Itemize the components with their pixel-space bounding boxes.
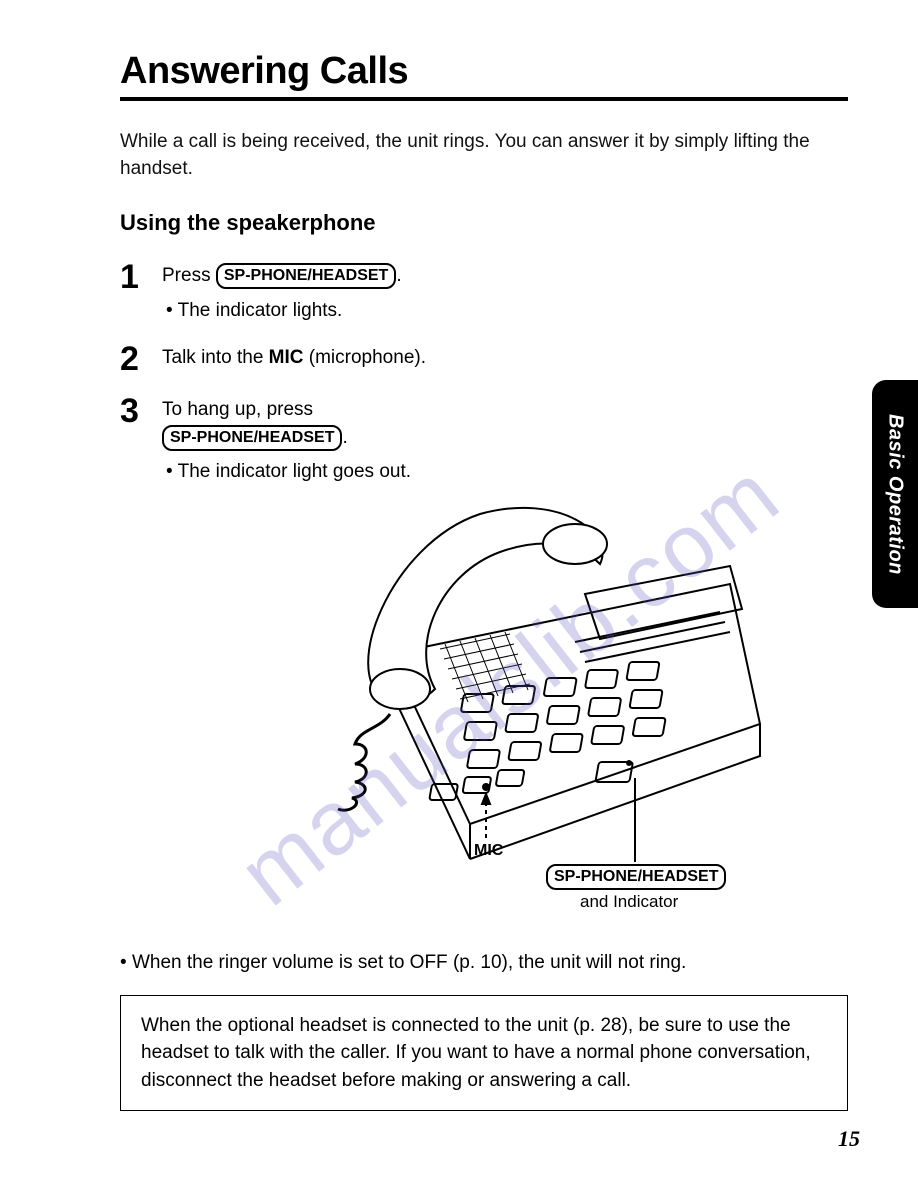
step-2-text-a: Talk into the <box>162 347 269 368</box>
step-1-text-a: Press <box>162 265 216 286</box>
figure: manualslib.com <box>80 504 848 934</box>
step-2-text-c: (microphone). <box>304 347 427 368</box>
step-2-number: 2 <box>120 342 148 376</box>
intro-paragraph: While a call is being received, the unit… <box>120 129 848 182</box>
step-1-body: Press SP-PHONE/HEADSET. The indicator li… <box>162 260 402 324</box>
step-2-body: Talk into the MIC (microphone). <box>162 342 426 372</box>
step-1: 1 Press SP-PHONE/HEADSET. The indicator … <box>120 260 848 324</box>
bottom-note: When the ringer volume is set to OFF (p.… <box>120 950 848 977</box>
subtitle: Using the speakerphone <box>120 210 848 236</box>
page-title: Answering Calls <box>120 50 848 93</box>
title-rule <box>120 97 848 101</box>
mic-callout-label: MIC <box>474 842 503 860</box>
page: Answering Calls While a call is being re… <box>0 0 918 1151</box>
info-box: When the optional headset is connected t… <box>120 995 848 1112</box>
step-2: 2 Talk into the MIC (microphone). <box>120 342 848 376</box>
step-1-button-label: SP-PHONE/HEADSET <box>216 263 396 289</box>
step-1-note: The indicator lights. <box>162 298 402 325</box>
page-number: 15 <box>838 1126 860 1152</box>
step-1-text-c: . <box>396 265 401 286</box>
phone-illustration <box>80 444 800 874</box>
step-3-number: 3 <box>120 394 148 428</box>
spphone-callout-sub: and Indicator <box>580 892 678 912</box>
spphone-callout-label: SP-PHONE/HEADSET <box>546 864 726 890</box>
step-1-number: 1 <box>120 260 148 294</box>
step-3-text-a: To hang up, press <box>162 399 313 420</box>
step-2-bold: MIC <box>269 347 304 368</box>
